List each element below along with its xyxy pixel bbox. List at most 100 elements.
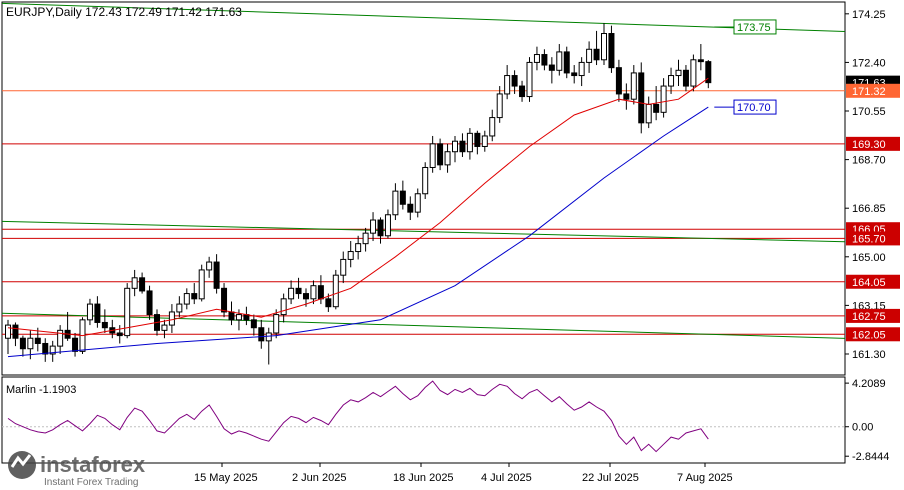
candle-body (571, 72, 578, 77)
candle (94, 296, 101, 328)
price-label-text: 162.75 (852, 311, 886, 323)
indicator-tick-label: 4.2089 (852, 378, 886, 390)
watermark-brand: instaforex (40, 452, 146, 477)
candle (183, 288, 190, 310)
price-label-tag (846, 308, 900, 323)
marlin-line (7, 380, 709, 453)
x-tick-label: 2 Jun 2025 (292, 472, 346, 484)
candle (399, 180, 406, 210)
candle-body (399, 190, 406, 205)
price-label-tag (846, 231, 900, 246)
indicator-tick-label: -2.8444 (852, 451, 889, 463)
candle-body (675, 69, 682, 77)
candle (265, 327, 272, 365)
price-label-text: 173.75 (737, 22, 771, 34)
candle-body (12, 324, 19, 339)
candle-body (563, 51, 570, 74)
candle-body (310, 285, 317, 300)
symbol-header: EURJPY,Daily 172.43 172.49 171.42 171.63 (6, 5, 242, 19)
candle (340, 251, 347, 284)
candle (474, 130, 481, 155)
candle-body (213, 261, 220, 289)
candle-body (370, 219, 377, 234)
candle-body (556, 51, 563, 71)
candle (362, 227, 369, 252)
candle-body (660, 85, 667, 113)
y-tick-label: 170.55 (852, 106, 886, 118)
candle (690, 54, 697, 92)
candle-body (5, 324, 11, 339)
candle (72, 332, 79, 357)
horizontal-levels (2, 90, 845, 335)
candle (250, 314, 257, 336)
candle-body (668, 75, 675, 87)
candle-body (362, 232, 369, 245)
candle (161, 319, 168, 339)
candle (280, 293, 287, 323)
candle (131, 269, 138, 297)
candle (638, 62, 645, 134)
candle (526, 57, 533, 102)
marlin-indicator (2, 380, 845, 453)
candle-body (34, 337, 41, 344)
trend-lines (1, 2, 846, 339)
green-trend-line (1, 312, 846, 339)
candle (504, 65, 511, 100)
candle-body (168, 311, 175, 326)
candle (407, 196, 414, 221)
candle-body (645, 103, 652, 124)
candle (608, 25, 615, 73)
price-labels: 173.75171.63171.32170.70169.30166.05165.… (714, 19, 900, 342)
candle-body (504, 75, 511, 95)
price-label-text: 165.70 (852, 233, 886, 245)
price-label-text: 164.05 (852, 277, 886, 289)
candle (697, 44, 704, 71)
candle-body (146, 290, 153, 316)
candle-body (131, 277, 138, 289)
candle (198, 264, 205, 302)
candle-body (303, 293, 309, 300)
candle-body (526, 61, 533, 98)
candle (377, 217, 384, 244)
candle-body (206, 261, 213, 271)
candle (42, 338, 49, 362)
candle-body (191, 293, 198, 300)
candle-body (459, 140, 466, 153)
candle-body (593, 48, 600, 61)
candle-body (384, 214, 391, 237)
candle-body (101, 321, 108, 329)
candle (116, 325, 123, 344)
candle (19, 335, 26, 357)
candle (675, 59, 682, 87)
indicator-panel (1, 376, 846, 464)
red-moving-average-line (7, 77, 709, 337)
candle-body (630, 72, 637, 100)
candle (511, 70, 518, 94)
y-tick-label: 165.00 (852, 252, 886, 264)
candle-body (466, 132, 473, 153)
candle (273, 309, 280, 339)
candle-body (474, 132, 481, 147)
candle-body (355, 243, 362, 253)
price-label-box (733, 99, 777, 115)
candle-body (377, 219, 384, 237)
candle-body (578, 61, 585, 77)
candle (459, 133, 466, 157)
candle (668, 67, 675, 94)
candle-body (682, 69, 689, 87)
candle-body (332, 274, 339, 308)
candle (578, 57, 585, 87)
candle-body (265, 332, 272, 342)
candle (34, 327, 41, 352)
candle (571, 65, 578, 84)
candle (489, 109, 496, 142)
y-tick-label: 166.85 (852, 203, 886, 215)
x-tick-label: 15 May 2025 (194, 472, 258, 484)
candle-body (250, 319, 257, 329)
candle (414, 188, 421, 218)
logo-icon-mark (10, 454, 32, 468)
candle-body (444, 151, 451, 166)
candle-body (496, 93, 503, 119)
candle-body (72, 337, 79, 352)
